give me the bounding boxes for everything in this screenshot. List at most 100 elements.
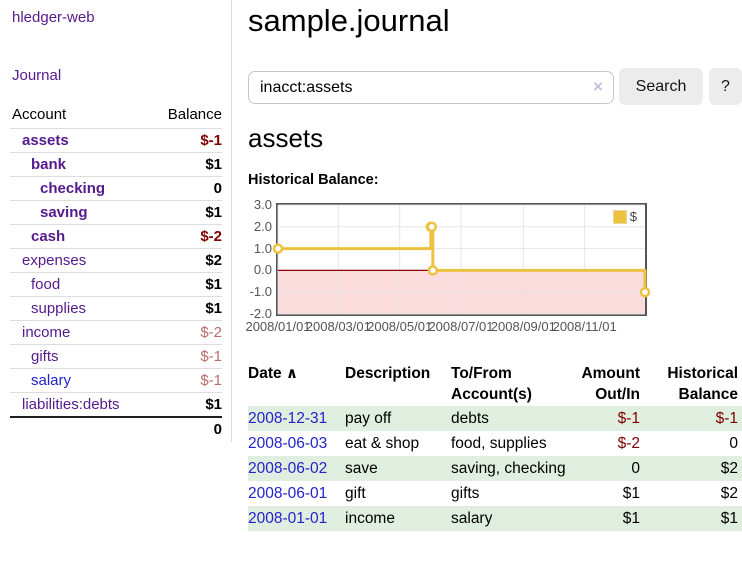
account-row: income $-2 <box>10 320 222 345</box>
transaction-date-link[interactable]: 2008-06-01 <box>248 485 328 502</box>
y-tick-label: -2.0 <box>249 306 272 321</box>
register-row: 2008-06-03 eat & shop food, supplies $-2 0 <box>248 431 742 456</box>
account-link-saving[interactable]: saving <box>40 204 88 221</box>
x-tick-label: 2008/07/01 <box>428 319 494 334</box>
transaction-balance: $1 <box>720 510 738 527</box>
account-balance: 0 <box>150 176 222 201</box>
series-swatch-icon <box>612 209 627 224</box>
account-link-salary[interactable]: salary <box>31 372 72 389</box>
x-tick-label: 2008/01/01 <box>245 319 311 334</box>
y-tick-label: -1.0 <box>249 284 272 300</box>
transaction-amount: $-2 <box>617 435 640 452</box>
account-balance: $-2 <box>150 224 222 249</box>
search-button[interactable]: Search <box>619 68 703 105</box>
main-content: sample.journal × Search ? assets Histori… <box>245 0 742 582</box>
y-tick-label: 3.0 <box>253 197 272 212</box>
brand-link[interactable]: hledger-web <box>12 9 95 26</box>
col-date[interactable]: Date ∧ <box>248 361 345 406</box>
plot-area: $ <box>272 203 651 316</box>
transaction-accounts: salary <box>451 510 493 527</box>
y-tick-label: 0.0 <box>253 262 272 278</box>
register-row: 2008-06-01 gift gifts $1 $2 <box>248 481 742 506</box>
account-link-liabilities-debts[interactable]: liabilities:debts <box>22 396 120 413</box>
account-heading: assets <box>248 123 324 153</box>
transaction-balance: 0 <box>729 435 738 452</box>
accounts-table: Account Balance assets $-1 bank $1 checking 0… <box>10 103 222 441</box>
account-balance: $-1 <box>150 368 222 393</box>
transaction-date-link[interactable]: 2008-01-01 <box>248 510 328 527</box>
search-input[interactable] <box>248 71 614 104</box>
account-link-bank[interactable]: bank <box>31 156 67 173</box>
transaction-description: income <box>345 510 395 527</box>
accounts-header-row: Account Balance <box>10 103 222 129</box>
transaction-balance: $-1 <box>715 410 738 427</box>
transaction-date-link[interactable]: 2008-06-03 <box>248 435 328 452</box>
x-tick-label: 2008/11/01 <box>552 319 617 334</box>
account-link-food[interactable]: food <box>31 276 61 293</box>
register-row: 2008-12-31 pay off debts $-1 $-1 <box>248 406 742 431</box>
x-tick-label: 2008/03/01 <box>305 319 371 334</box>
register-row: 2008-06-02 save saving, checking 0 $2 <box>248 456 742 481</box>
transaction-date-link[interactable]: 2008-12-31 <box>248 410 328 427</box>
account-link-supplies[interactable]: supplies <box>31 300 87 317</box>
account-row: gifts $-1 <box>10 344 222 369</box>
account-row: supplies $1 <box>10 296 222 321</box>
help-button[interactable]: ? <box>709 68 742 105</box>
account-balance: $1 <box>150 296 222 321</box>
account-link-cash[interactable]: cash <box>31 228 66 245</box>
transaction-balance: $2 <box>720 485 738 502</box>
account-row: salary $-1 <box>10 368 222 393</box>
x-tick-label: 2008/05/01 <box>367 319 433 334</box>
transaction-accounts: food, supplies <box>451 435 547 452</box>
account-balance: $1 <box>150 152 222 177</box>
col-description: Description <box>345 365 431 382</box>
col-amount: Amount Out/In <box>581 365 640 403</box>
transaction-amount: $1 <box>622 485 640 502</box>
y-tick-label: 2.0 <box>253 218 272 234</box>
accounts-header-balance: Balance <box>167 106 222 123</box>
transaction-balance: $2 <box>720 460 738 477</box>
transaction-amount: 0 <box>631 460 640 477</box>
transaction-amount: $1 <box>622 510 640 527</box>
y-axis-labels: 3.0 2.0 1.0 0.0 -1.0 -2.0 <box>234 197 274 321</box>
account-link-income[interactable]: income <box>22 324 71 341</box>
transaction-accounts: gifts <box>451 485 480 502</box>
account-balance: $-1 <box>150 344 222 369</box>
transaction-description: eat & shop <box>345 435 420 452</box>
account-balance: $-2 <box>150 320 222 345</box>
account-row: checking 0 <box>10 176 222 201</box>
account-row: saving $1 <box>10 200 222 225</box>
account-row: assets $-1 <box>10 128 222 153</box>
account-row: expenses $2 <box>10 248 222 273</box>
accounts-header-account: Account <box>12 106 67 123</box>
transaction-accounts: saving, checking <box>451 460 566 477</box>
accounts-total-value: 0 <box>10 416 222 441</box>
x-tick-label: 2008/09/01 <box>490 319 556 334</box>
register-row: 2008-01-01 income salary $1 $1 <box>248 506 742 531</box>
col-accounts: To/From Account(s) <box>451 365 532 403</box>
series-label: $ <box>629 209 637 224</box>
account-row: cash $-2 <box>10 224 222 249</box>
register-table: Date ∧ Description To/From Account(s) Am… <box>248 361 742 531</box>
search-form: × Search ? <box>248 68 742 108</box>
transaction-date-link[interactable]: 2008-06-02 <box>248 460 328 477</box>
sort-asc-icon: ∧ <box>285 365 299 382</box>
account-balance: $1 <box>150 392 222 417</box>
account-link-assets[interactable]: assets <box>22 132 69 149</box>
nav-journal-link[interactable]: Journal <box>12 67 62 84</box>
account-row: food $1 <box>10 272 222 297</box>
account-balance: $-1 <box>150 128 222 153</box>
search-box: × <box>248 71 614 104</box>
account-link-gifts[interactable]: gifts <box>31 348 59 365</box>
account-link-checking[interactable]: checking <box>40 180 106 197</box>
account-link-expenses[interactable]: expenses <box>22 252 87 269</box>
account-balance: $1 <box>150 200 222 225</box>
sidebar: hledger-web Journal Account Balance asse… <box>0 0 232 442</box>
account-row: bank $1 <box>10 152 222 177</box>
transaction-description: save <box>345 460 378 477</box>
col-balance: Historical Balance <box>667 365 738 403</box>
chart-canvas <box>272 204 651 315</box>
transaction-accounts: debts <box>451 410 489 427</box>
clear-search-icon[interactable]: × <box>593 77 603 96</box>
transaction-amount: $-1 <box>617 410 640 427</box>
